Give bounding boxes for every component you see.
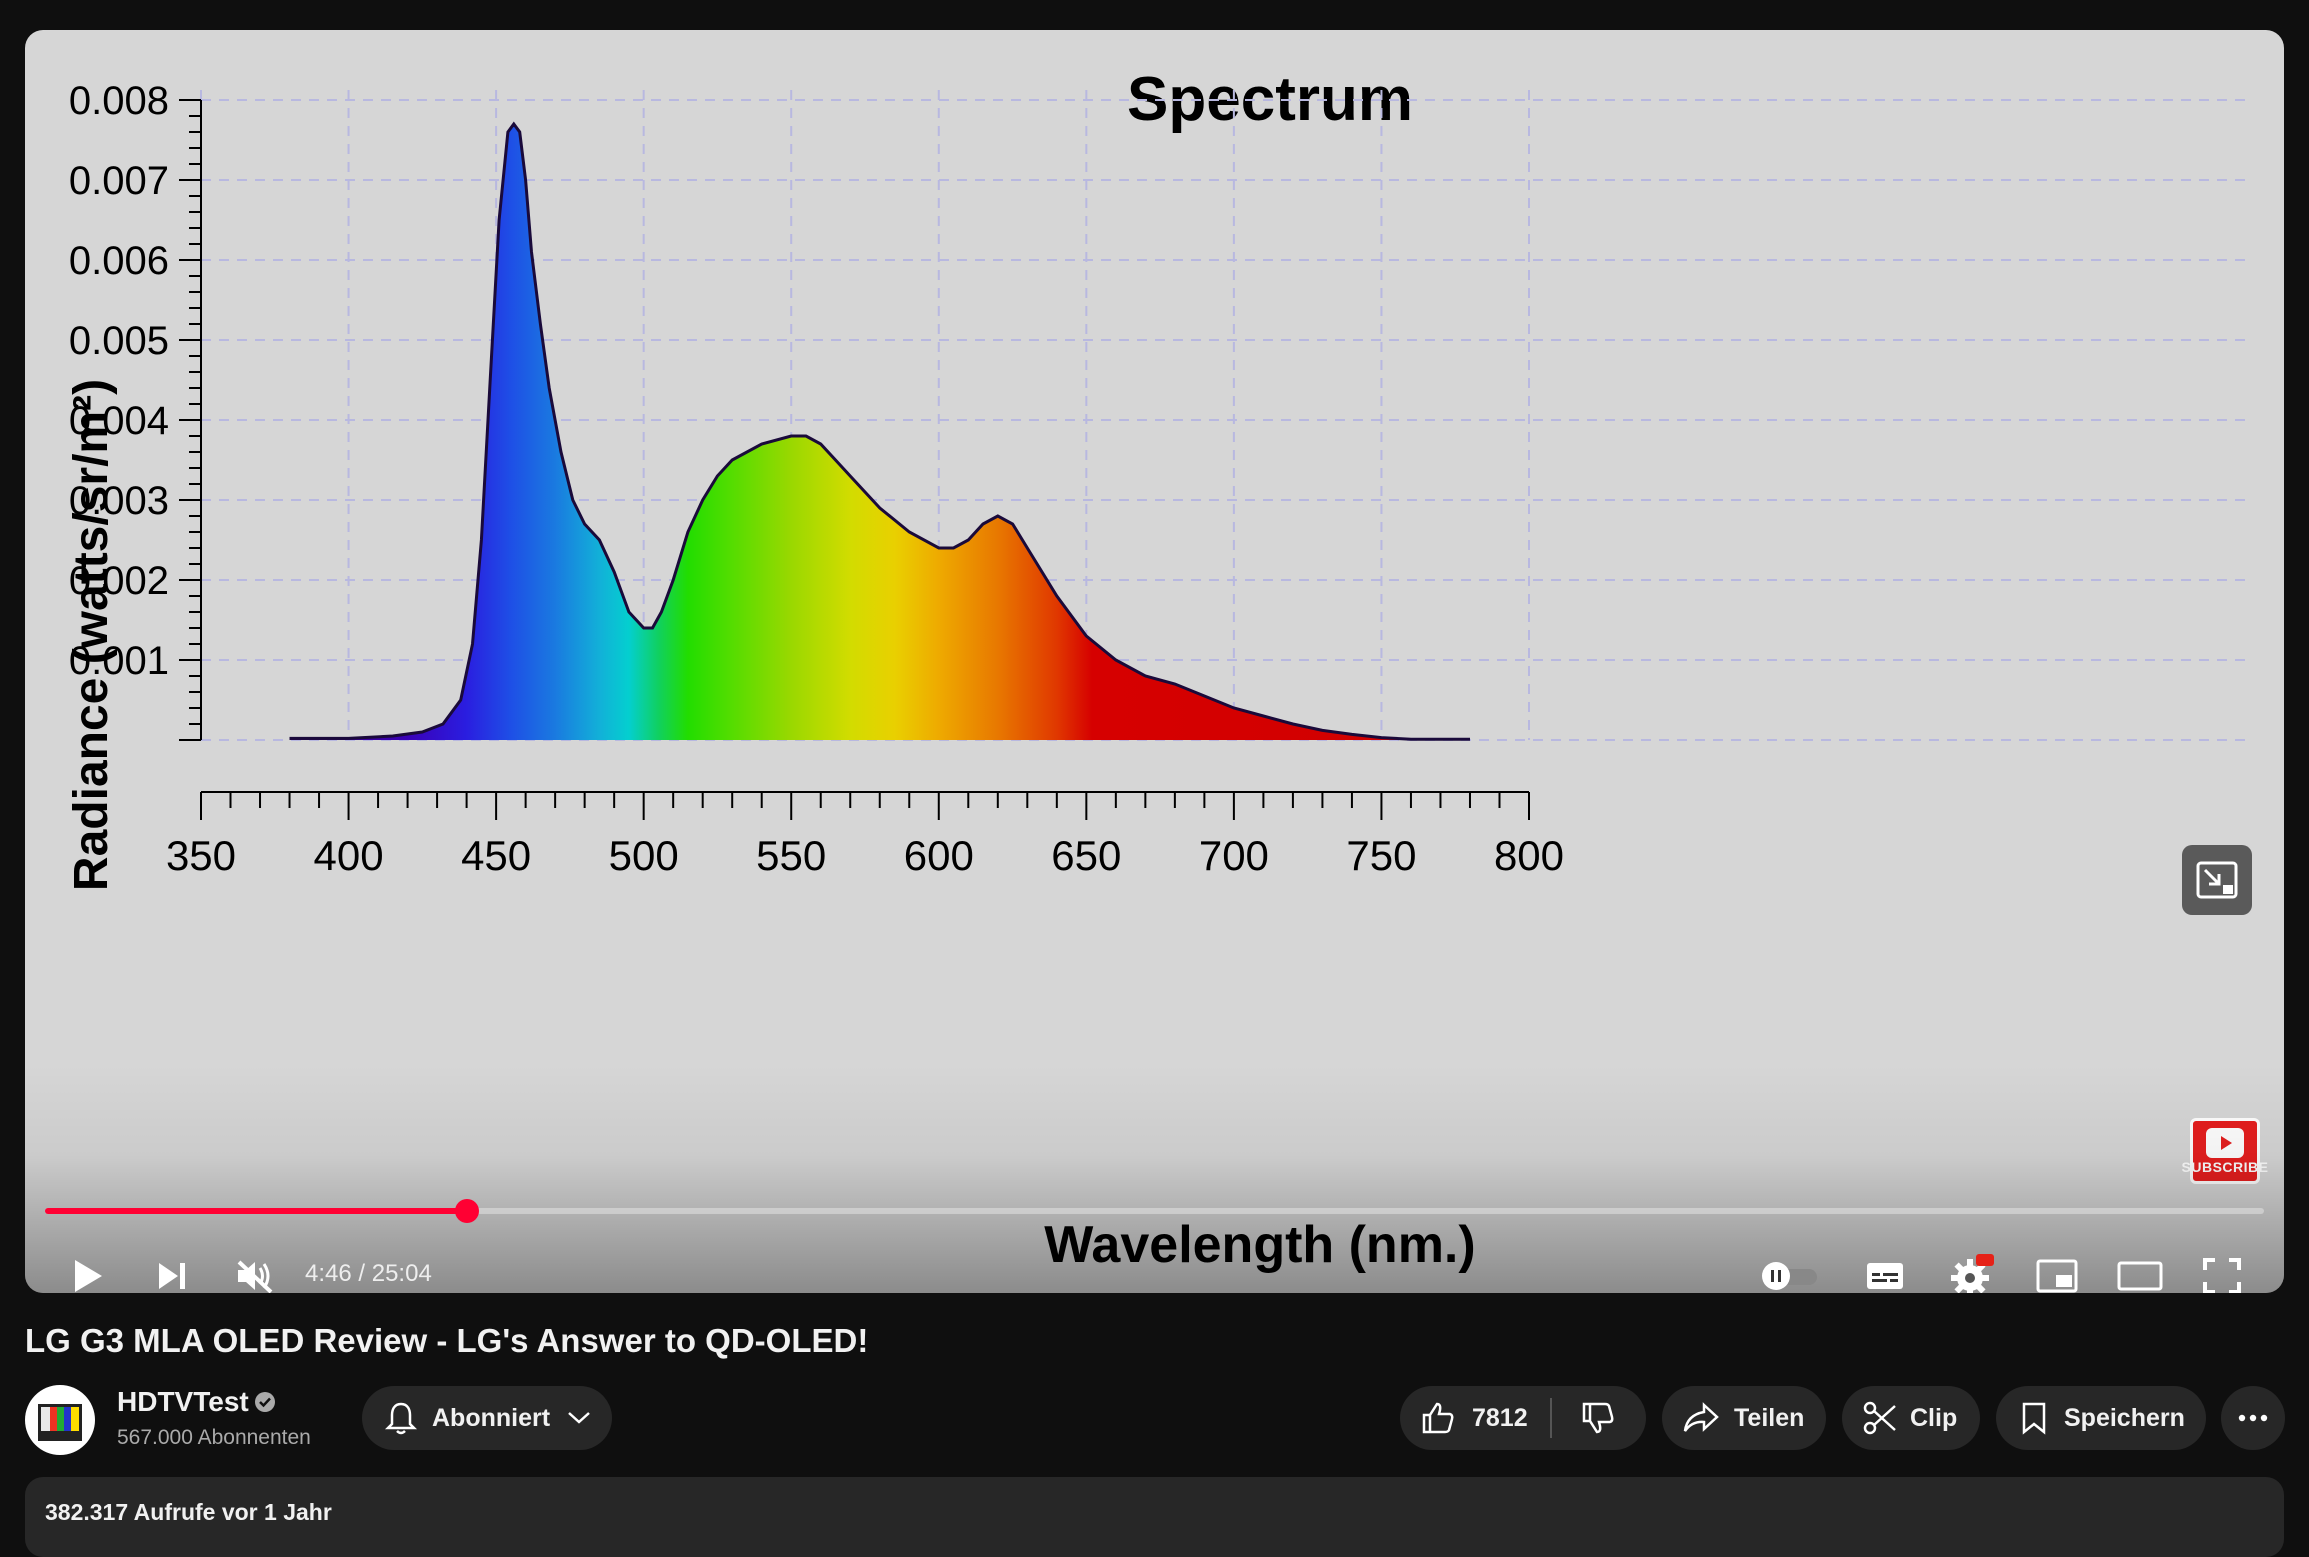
x-tick-label: 550 [756, 832, 826, 879]
y-tick-label: 0.001 [69, 639, 169, 683]
y-tick-label: 0.006 [69, 239, 169, 283]
like-divider [1550, 1398, 1552, 1438]
y-tick-label: 0.008 [69, 79, 169, 123]
play-button[interactable] [63, 1252, 113, 1293]
x-tick-label: 350 [166, 832, 236, 879]
save-label: Speichern [2064, 1403, 2185, 1432]
bell-icon [384, 1402, 418, 1435]
x-tick-label: 500 [609, 832, 679, 879]
subtitles-icon [1867, 1263, 1903, 1289]
progress-played [45, 1208, 467, 1214]
subscribed-button[interactable]: Abonniert [362, 1386, 612, 1450]
skip-next-icon [159, 1263, 185, 1289]
spectrum-chart: Spectrum 0.0010.0020.0030.0040.0050.0060… [65, 65, 2245, 1274]
channel-name[interactable]: HDTVTest [117, 1386, 249, 1417]
channel-avatar[interactable] [25, 1385, 95, 1455]
like-dislike-group: 7812 [1400, 1386, 1646, 1450]
subtitles-button[interactable] [1860, 1252, 1910, 1293]
exit-miniplayer-button[interactable] [2182, 845, 2252, 915]
clip-button[interactable]: Clip [1842, 1386, 1980, 1450]
bookmark-icon [2022, 1402, 2046, 1435]
time-total: 25:04 [371, 1260, 432, 1287]
fullscreen-button[interactable] [2197, 1252, 2247, 1293]
x-tick-label: 750 [1346, 832, 1416, 879]
chevron-down-icon [568, 1412, 590, 1424]
next-button[interactable] [147, 1252, 197, 1293]
subscriber-count: 567.000 Abonnenten [117, 1426, 311, 1449]
fullscreen-icon [2203, 1258, 2241, 1293]
miniplayer-icon [2196, 861, 2238, 899]
mute-button[interactable] [230, 1252, 280, 1293]
autoplay-toggle[interactable] [1755, 1252, 1825, 1293]
spectrum-area [289, 121, 1470, 741]
x-tick-label: 450 [461, 832, 531, 879]
spectrum-line [289, 121, 1470, 741]
scissors-icon [1863, 1401, 1896, 1435]
time-separator: / [358, 1260, 372, 1287]
x-axis-label: Wavelength (nm.) [1044, 1216, 1475, 1274]
x-tick-label: 400 [314, 832, 384, 879]
youtube-play-icon [2206, 1128, 2244, 1158]
video-player[interactable]: Spectrum 0.001 0.002 0.003 0.004 0.005 0.006 0… [25, 30, 2284, 1293]
progress-scrubber[interactable] [454, 1199, 479, 1223]
time-display: 4:46 / 25:04 [305, 1260, 432, 1288]
save-button[interactable]: Speichern [1996, 1386, 2206, 1450]
y-tick-label: 0.007 [69, 159, 169, 203]
share-label: Teilen [1734, 1403, 1805, 1432]
x-tick-labels: 350 400 450 500 550 600 650 700 750 800 [166, 832, 1564, 879]
settings-button[interactable] [1942, 1252, 2002, 1293]
theater-mode-icon [2117, 1261, 2163, 1291]
miniplayer-toggle-icon [2036, 1259, 2078, 1293]
time-current: 4:46 [305, 1260, 352, 1287]
x-tick-label: 650 [1051, 832, 1121, 879]
chart-axes [179, 99, 1530, 820]
thumbs-up-icon [1422, 1402, 1454, 1434]
x-tick-label: 600 [904, 832, 974, 879]
y-tick-label: 0.005 [69, 319, 169, 363]
subscribe-badge-text: SUBSCRIBE [2181, 1159, 2269, 1175]
autoplay-toggle-icon [1762, 1262, 1817, 1290]
miniplayer-button[interactable] [2032, 1252, 2082, 1293]
y-tick-label: 0.004 [69, 399, 169, 443]
video-title: LG G3 MLA OLED Review - LG's Answer to Q… [25, 1322, 869, 1359]
y-tick-label: 0.003 [69, 479, 169, 523]
x-tick-label: 800 [1494, 832, 1564, 879]
volume-muted-icon [237, 1260, 273, 1293]
x-tick-label: 700 [1199, 832, 1269, 879]
subscribe-watermark[interactable]: SUBSCRIBE [2182, 1118, 2268, 1184]
share-button[interactable]: Teilen [1662, 1386, 1826, 1450]
y-axis-label: Radiance (watts/sr/m²) [65, 379, 118, 891]
verified-icon [255, 1392, 275, 1412]
like-button[interactable]: 7812 [1400, 1386, 1550, 1450]
description-box[interactable]: 382.317 Aufrufe vor 1 Jahr [25, 1477, 2284, 1557]
subscribed-label: Abonniert [432, 1403, 551, 1432]
more-actions-button[interactable] [2221, 1386, 2285, 1450]
thumbs-down-icon [1582, 1402, 1614, 1434]
channel-logo-icon [38, 1404, 82, 1441]
theater-mode-button[interactable] [2113, 1252, 2167, 1293]
progress-bar[interactable] [45, 1199, 2264, 1223]
dislike-button[interactable] [1552, 1386, 1644, 1450]
views-and-date: 382.317 Aufrufe vor 1 Jahr [45, 1499, 332, 1525]
y-tick-labels: 0.001 0.002 0.003 0.004 0.005 0.006 0.007 0.008 [69, 79, 169, 683]
y-tick-label: 0.002 [69, 559, 169, 603]
spectrum-fill [289, 124, 1470, 740]
share-icon [1683, 1402, 1719, 1432]
clip-label: Clip [1910, 1403, 1958, 1432]
play-icon [75, 1260, 102, 1292]
gear-icon [1951, 1254, 1994, 1293]
more-horizontal-icon [2238, 1414, 2268, 1422]
like-count: 7812 [1472, 1403, 1528, 1432]
